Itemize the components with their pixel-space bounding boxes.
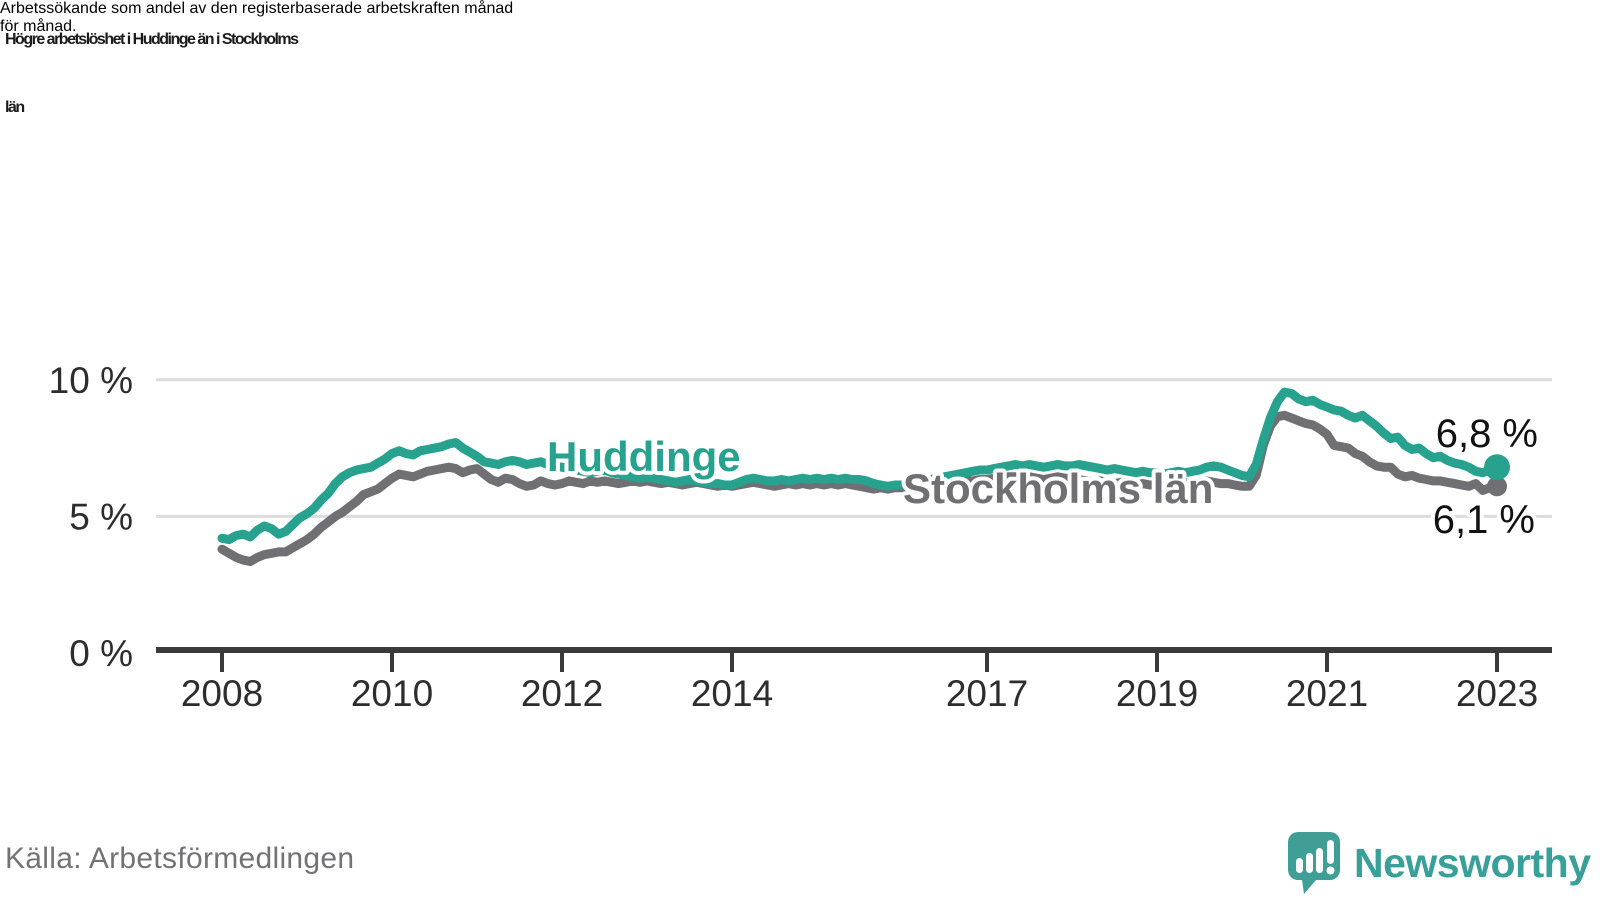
series-label-stockholms-l-n: Stockholms län [903, 465, 1213, 512]
logo-bar-2 [1306, 853, 1313, 873]
x-tick-label-2010: 2010 [351, 673, 433, 714]
x-tick-label-2014: 2014 [691, 673, 773, 714]
logo-exclamation-dot [1326, 866, 1335, 875]
x-tick-label-2008: 2008 [181, 673, 263, 714]
brand-name: Newsworthy [1354, 840, 1591, 886]
page-title-line-1: Högre arbetslöshet i Huddinge än i Stock… [5, 31, 299, 48]
series-line-stockholms-l-n [217, 410, 1502, 566]
logo-exclamation-bar [1327, 840, 1334, 864]
series-label-huddinge: Huddinge [547, 433, 741, 480]
newsworthy-icon [1288, 832, 1340, 894]
y-tick-label-0: 0 % [69, 633, 133, 674]
x-tick-label-2012: 2012 [521, 673, 603, 714]
logo-bar-3 [1316, 848, 1323, 873]
end-dot-stockholms-l-n [1487, 476, 1507, 497]
end-dot-huddinge [1484, 454, 1510, 481]
value-label-huddinge: 6,8 % [1436, 412, 1538, 456]
page-title: Högre arbetslöshet i Huddinge än i Stock… [5, 6, 1597, 142]
source-note: Källa: Arbetsförmedlingen [5, 842, 355, 875]
page-title-line-2: län [5, 99, 25, 116]
value-label-stockholms-l-n: 6,1 % [1433, 498, 1535, 542]
brand-logo: Newsworthy [1284, 830, 1591, 896]
x-tick-label-2021: 2021 [1286, 673, 1368, 714]
y-tick-label-10: 10 % [49, 360, 133, 401]
chart-subtitle-line-1: Arbetssökande som andel av den registerb… [0, 0, 514, 17]
x-tick-label-2023: 2023 [1456, 673, 1538, 714]
y-tick-label-5: 5 % [69, 496, 133, 537]
x-tick-label-2019: 2019 [1116, 673, 1198, 714]
chart-subtitle-line-2: för månad. [0, 18, 77, 35]
x-tick-label-2017: 2017 [946, 673, 1028, 714]
logo-bar-1 [1296, 858, 1303, 873]
series-line-huddinge [217, 387, 1502, 545]
chart-header: Högre arbetslöshet i Huddinge än i Stock… [0, 0, 1600, 116]
